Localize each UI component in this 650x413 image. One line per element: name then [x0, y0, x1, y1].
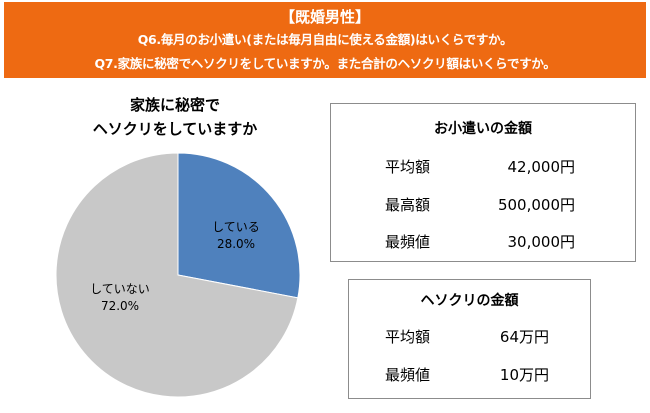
hesokuri-title: ヘソクリの金額: [420, 293, 519, 309]
pie-slice: [55, 152, 299, 398]
header-banner: 【既婚男性】 Q6.毎月のお小遣い(または毎月自由に使える金額)はいくらですか。…: [4, 2, 646, 78]
chart-title: 家族に秘密で ヘソクリをしていますか: [70, 93, 280, 141]
question-q6: Q6.毎月のお小遣い(または毎月自由に使える金額)はいくらですか。: [137, 32, 513, 47]
pie-slice: [177, 152, 301, 299]
pie-chart: している 28.0% していない 72.0%: [55, 152, 301, 398]
allowance-title: お小遣いの金額: [434, 121, 532, 137]
slice-label: していない: [90, 282, 150, 296]
hesokuri-row-label: 平均額: [385, 328, 431, 346]
allowance-row-label: 平均額: [385, 158, 431, 176]
allowance-row-value: 500,000円: [497, 196, 575, 214]
chart-title-line1: 家族に秘密で: [129, 96, 220, 114]
allowance-row-value: 30,000円: [507, 233, 576, 251]
allowance-row-label: 最頻値: [385, 233, 431, 251]
allowance-panel: お小遣いの金額 平均額 42,000円 最高額 500,000円 最頻値 30,…: [330, 103, 636, 262]
allowance-row-value: 42,000円: [507, 158, 576, 176]
slice-label: している: [212, 220, 260, 234]
hesokuri-row-value: 64万円: [499, 328, 549, 346]
hesokuri-panel: ヘソクリの金額 平均額 64万円 最頻値 10万円: [348, 279, 591, 399]
slice-value-label: 28.0%: [217, 237, 255, 251]
hesokuri-row-label: 最頻値: [385, 366, 431, 384]
question-q7: Q7.家族に秘密でヘソクリをしていますか。また合計のヘソクリ額はいくらですか。: [94, 56, 556, 71]
allowance-row-label: 最高額: [385, 196, 431, 214]
slice-value-label: 72.0%: [101, 299, 139, 313]
hesokuri-row-value: 10万円: [499, 366, 549, 384]
chart-title-line2: ヘソクリをしていますか: [92, 120, 258, 138]
header-title: 【既婚男性】: [279, 8, 370, 26]
